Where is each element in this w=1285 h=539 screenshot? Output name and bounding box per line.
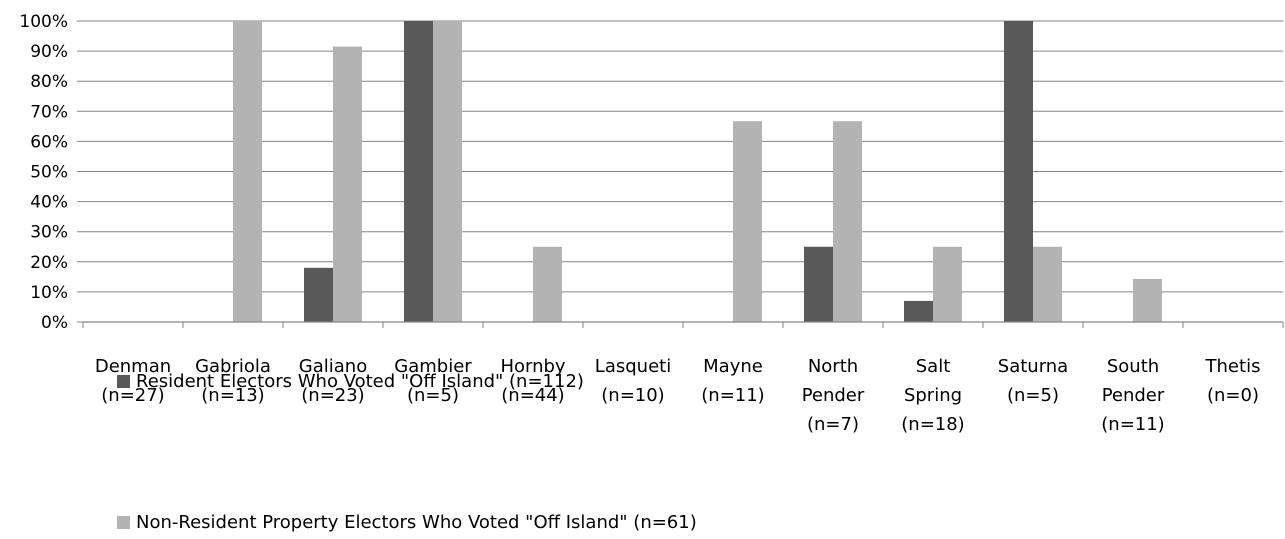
category-labels: Denman (n=27) Gabriola (n=13) Galiano (n=23) G… bbox=[95, 356, 1261, 435]
y-tick-label: 20% bbox=[30, 253, 68, 273]
legend-label-resident: Resident Electors Who Voted "Off Island"… bbox=[136, 371, 584, 392]
category-label: Hornby (n=44) bbox=[500, 356, 565, 406]
category-label: Mayne (n=11) bbox=[701, 356, 764, 406]
y-tick-label: 100% bbox=[19, 12, 68, 32]
category-label: South Pender (n=11) bbox=[1101, 356, 1165, 435]
bar-series-1 bbox=[1004, 21, 1033, 322]
y-tick-label: 90% bbox=[30, 42, 68, 62]
legend-swatch-non-resident bbox=[117, 516, 130, 529]
y-tick-label: 0% bbox=[41, 313, 68, 333]
bar-series-2 bbox=[233, 21, 262, 322]
bar-series-2 bbox=[1033, 246, 1062, 322]
y-tick-label: 50% bbox=[30, 163, 68, 183]
y-tick-label: 30% bbox=[30, 223, 68, 243]
bar-series-1 bbox=[904, 300, 933, 322]
category-label: Saturna (n=5) bbox=[998, 356, 1068, 406]
category-label: Denman (n=27) bbox=[95, 356, 171, 406]
bar-series-2 bbox=[333, 46, 362, 323]
legend-item-resident: Resident Electors Who Voted "Off Island"… bbox=[117, 371, 584, 392]
legend-label-non-resident: Non-Resident Property Electors Who Voted… bbox=[136, 512, 697, 533]
y-tick-label: 60% bbox=[30, 132, 68, 152]
legend-item-non-resident: Non-Resident Property Electors Who Voted… bbox=[117, 512, 697, 533]
y-tick-label: 10% bbox=[30, 283, 68, 303]
bar-series-2 bbox=[733, 121, 762, 322]
y-tick-label: 80% bbox=[30, 72, 68, 92]
bar-series-2 bbox=[1133, 278, 1162, 322]
gridlines bbox=[77, 20, 1283, 323]
bar-series-2 bbox=[933, 246, 962, 322]
bar-series-2 bbox=[433, 21, 462, 322]
category-label: Lasqueti (n=10) bbox=[595, 356, 671, 406]
category-label: Gambier (n=5) bbox=[394, 356, 472, 406]
y-tick-label: 70% bbox=[30, 102, 68, 122]
bar-series-1 bbox=[804, 246, 833, 322]
bar-series-2 bbox=[533, 246, 562, 322]
bar-series-2 bbox=[833, 121, 862, 322]
category-label: Gabriola (n=13) bbox=[195, 356, 271, 406]
x-axis bbox=[82, 321, 1284, 328]
category-label: Galiano (n=23) bbox=[299, 356, 367, 406]
bars bbox=[233, 21, 1162, 323]
category-label: Thetis (n=0) bbox=[1205, 356, 1261, 406]
bar-chart: 0% 10% 20% 30% 40% 50% 60% 70% 80% 90% 100% Denman… bbox=[19, 12, 1284, 435]
bar-series-1 bbox=[304, 267, 333, 322]
y-axis-tick-labels: 0% 10% 20% 30% 40% 50% 60% 70% 80% 90% 100% bbox=[19, 12, 68, 333]
category-label: Salt Spring (n=18) bbox=[901, 356, 964, 435]
bar-series-1 bbox=[404, 21, 433, 322]
category-label: North Pender (n=7) bbox=[802, 356, 865, 435]
y-tick-label: 40% bbox=[30, 193, 68, 213]
legend-swatch-resident bbox=[117, 375, 130, 388]
